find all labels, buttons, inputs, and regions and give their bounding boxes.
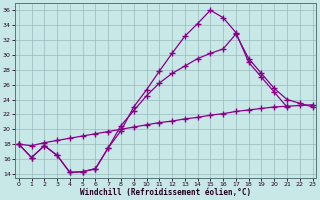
X-axis label: Windchill (Refroidissement éolien,°C): Windchill (Refroidissement éolien,°C) <box>80 188 251 197</box>
